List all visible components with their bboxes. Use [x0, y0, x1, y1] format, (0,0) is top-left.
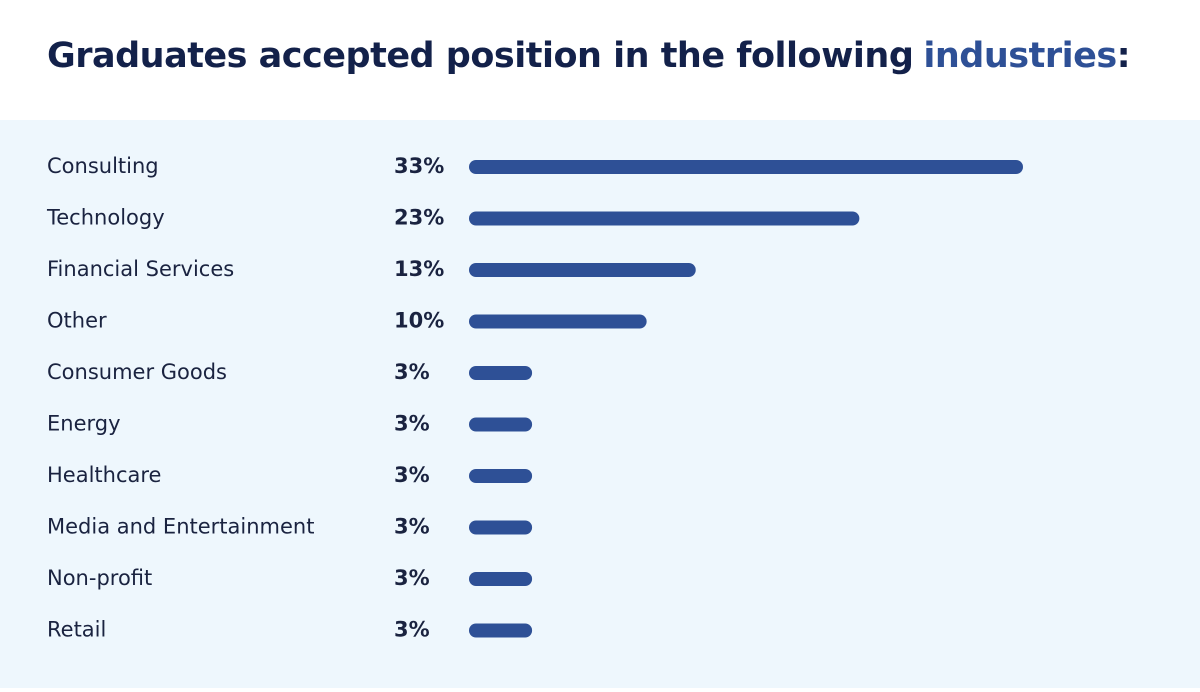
category-label: Healthcare: [47, 463, 161, 487]
category-label: Media and Entertainment: [47, 515, 314, 539]
value-label: 3%: [394, 515, 430, 539]
bar: [469, 623, 533, 638]
value-label: 10%: [394, 309, 444, 333]
category-label: Financial Services: [47, 257, 234, 281]
value-label: 3%: [394, 566, 430, 590]
bar: [469, 572, 533, 586]
category-label: Energy: [47, 412, 121, 436]
bar: [469, 366, 533, 380]
title-highlight: industries: [923, 36, 1117, 76]
title-colon: :: [1116, 36, 1131, 76]
value-label: 3%: [394, 618, 430, 642]
category-label: Consulting: [47, 154, 159, 178]
category-label: Other: [47, 309, 107, 333]
value-label: 33%: [394, 154, 444, 178]
chart-panel: Consulting 33% Technology 23% Financial Serv…: [0, 120, 1200, 688]
bar: [469, 211, 860, 226]
value-label: 3%: [394, 412, 430, 436]
title-text: Graduates accepted position in the follo…: [47, 36, 914, 76]
bar: [469, 263, 696, 277]
chart: Consulting 33% Technology 23% Financial Serv…: [46, 154, 1023, 642]
value-label: 3%: [394, 360, 430, 384]
category-label: Non-profit: [47, 566, 152, 590]
category-label: Consumer Goods: [47, 360, 227, 384]
chart-title: Graduates accepted position in the follo…: [47, 36, 1131, 76]
bar: [469, 314, 647, 329]
bar: [469, 469, 533, 483]
value-label: 13%: [394, 257, 444, 281]
bar: [469, 417, 533, 432]
category-label: Retail: [47, 618, 106, 642]
category-label: Technology: [46, 206, 165, 230]
bar: [469, 520, 533, 535]
value-label: 3%: [394, 463, 430, 487]
bar: [469, 160, 1023, 174]
value-label: 23%: [394, 206, 444, 230]
